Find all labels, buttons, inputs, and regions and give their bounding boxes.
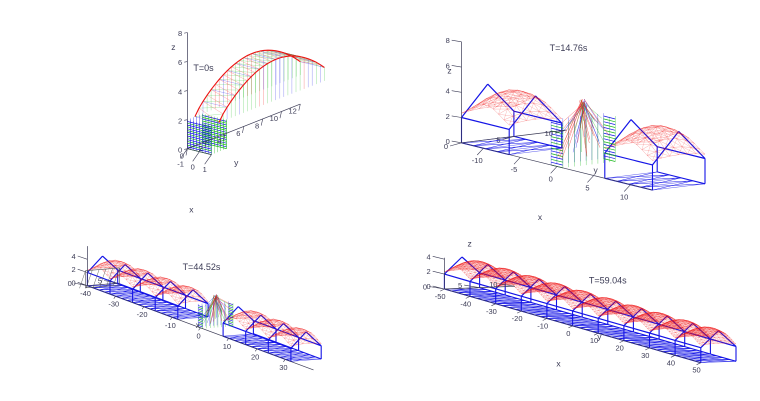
svg-text:T=44.52s: T=44.52s: [183, 262, 221, 272]
svg-text:8: 8: [255, 122, 259, 131]
svg-text:-20: -20: [137, 310, 148, 319]
svg-text:30: 30: [279, 363, 287, 372]
svg-text:T=0s: T=0s: [193, 63, 214, 73]
svg-text:0: 0: [72, 278, 76, 287]
svg-text:6: 6: [178, 58, 182, 67]
svg-text:5: 5: [458, 281, 462, 290]
svg-text:4: 4: [217, 136, 221, 145]
svg-text:8: 8: [446, 36, 450, 45]
svg-text:30: 30: [641, 351, 649, 360]
svg-text:0: 0: [178, 145, 182, 154]
svg-text:-40: -40: [460, 299, 471, 308]
svg-text:0: 0: [427, 282, 431, 291]
svg-text:2: 2: [427, 267, 431, 276]
svg-text:x: x: [189, 205, 194, 215]
svg-text:4: 4: [178, 87, 182, 96]
svg-text:x: x: [556, 358, 561, 368]
svg-text:5: 5: [98, 277, 102, 286]
svg-text:2: 2: [178, 116, 182, 125]
svg-text:20: 20: [251, 352, 259, 361]
svg-text:5: 5: [496, 136, 500, 145]
svg-text:0: 0: [191, 162, 195, 171]
svg-text:10: 10: [489, 280, 497, 289]
svg-text:z: z: [467, 239, 471, 249]
svg-text:0: 0: [197, 331, 201, 340]
svg-text:-20: -20: [512, 314, 523, 323]
svg-text:z: z: [171, 42, 175, 52]
svg-text:8: 8: [178, 29, 182, 38]
svg-text:12: 12: [288, 107, 296, 116]
svg-text:4: 4: [446, 87, 450, 96]
svg-text:T=14.76s: T=14.76s: [550, 43, 588, 53]
svg-text:-40: -40: [80, 289, 91, 298]
svg-text:-1: -1: [177, 159, 184, 168]
svg-text:2: 2: [199, 144, 203, 153]
svg-text:y: y: [597, 331, 602, 341]
svg-text:-30: -30: [108, 300, 119, 309]
svg-text:20: 20: [615, 344, 623, 353]
svg-text:-50: -50: [435, 292, 446, 301]
svg-text:10: 10: [545, 129, 553, 138]
svg-text:4: 4: [427, 252, 431, 261]
svg-text:0: 0: [566, 329, 570, 338]
svg-text:-10: -10: [165, 321, 176, 330]
svg-text:6: 6: [236, 129, 240, 138]
svg-text:-30: -30: [486, 307, 497, 316]
svg-text:10: 10: [270, 114, 278, 123]
svg-text:0: 0: [549, 174, 553, 183]
svg-text:50: 50: [692, 366, 700, 375]
svg-text:y: y: [234, 158, 239, 168]
svg-text:2: 2: [446, 112, 450, 121]
svg-text:0: 0: [446, 137, 450, 146]
svg-text:-10: -10: [537, 322, 548, 331]
svg-text:-5: -5: [511, 165, 518, 174]
svg-text:4: 4: [72, 252, 76, 261]
svg-text:x: x: [196, 320, 201, 330]
svg-text:40: 40: [667, 358, 675, 367]
svg-text:T=59.04s: T=59.04s: [589, 275, 627, 285]
svg-text:z: z: [447, 65, 451, 75]
svg-text:10: 10: [223, 342, 231, 351]
svg-text:1: 1: [203, 165, 207, 174]
svg-text:2: 2: [72, 265, 76, 274]
svg-text:y: y: [594, 165, 599, 175]
svg-text:5: 5: [585, 183, 589, 192]
svg-text:-10: -10: [472, 156, 483, 165]
